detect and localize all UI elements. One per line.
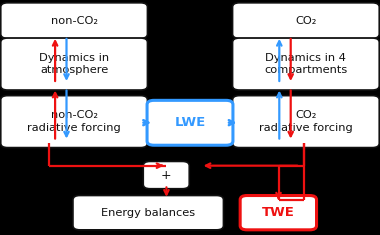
Text: non-CO₂
radiative forcing: non-CO₂ radiative forcing xyxy=(27,110,121,133)
Text: LWE: LWE xyxy=(174,116,206,129)
FancyBboxPatch shape xyxy=(1,38,147,90)
FancyBboxPatch shape xyxy=(233,96,379,148)
Text: Dynamics in
atmosphere: Dynamics in atmosphere xyxy=(39,53,109,75)
Text: Energy balances: Energy balances xyxy=(101,208,195,218)
Text: non-CO₂: non-CO₂ xyxy=(51,16,98,26)
Text: CO₂
radiative forcing: CO₂ radiative forcing xyxy=(259,110,353,133)
Text: TWE: TWE xyxy=(262,206,295,219)
Text: CO₂: CO₂ xyxy=(295,16,317,26)
FancyBboxPatch shape xyxy=(240,196,317,230)
Text: Dynamics in 4
compartments: Dynamics in 4 compartments xyxy=(264,53,348,75)
FancyBboxPatch shape xyxy=(1,3,147,38)
FancyBboxPatch shape xyxy=(233,3,379,38)
FancyBboxPatch shape xyxy=(73,196,223,230)
FancyBboxPatch shape xyxy=(233,38,379,90)
Text: +: + xyxy=(161,168,171,182)
FancyBboxPatch shape xyxy=(147,100,233,145)
FancyBboxPatch shape xyxy=(143,161,189,189)
FancyBboxPatch shape xyxy=(1,96,147,148)
